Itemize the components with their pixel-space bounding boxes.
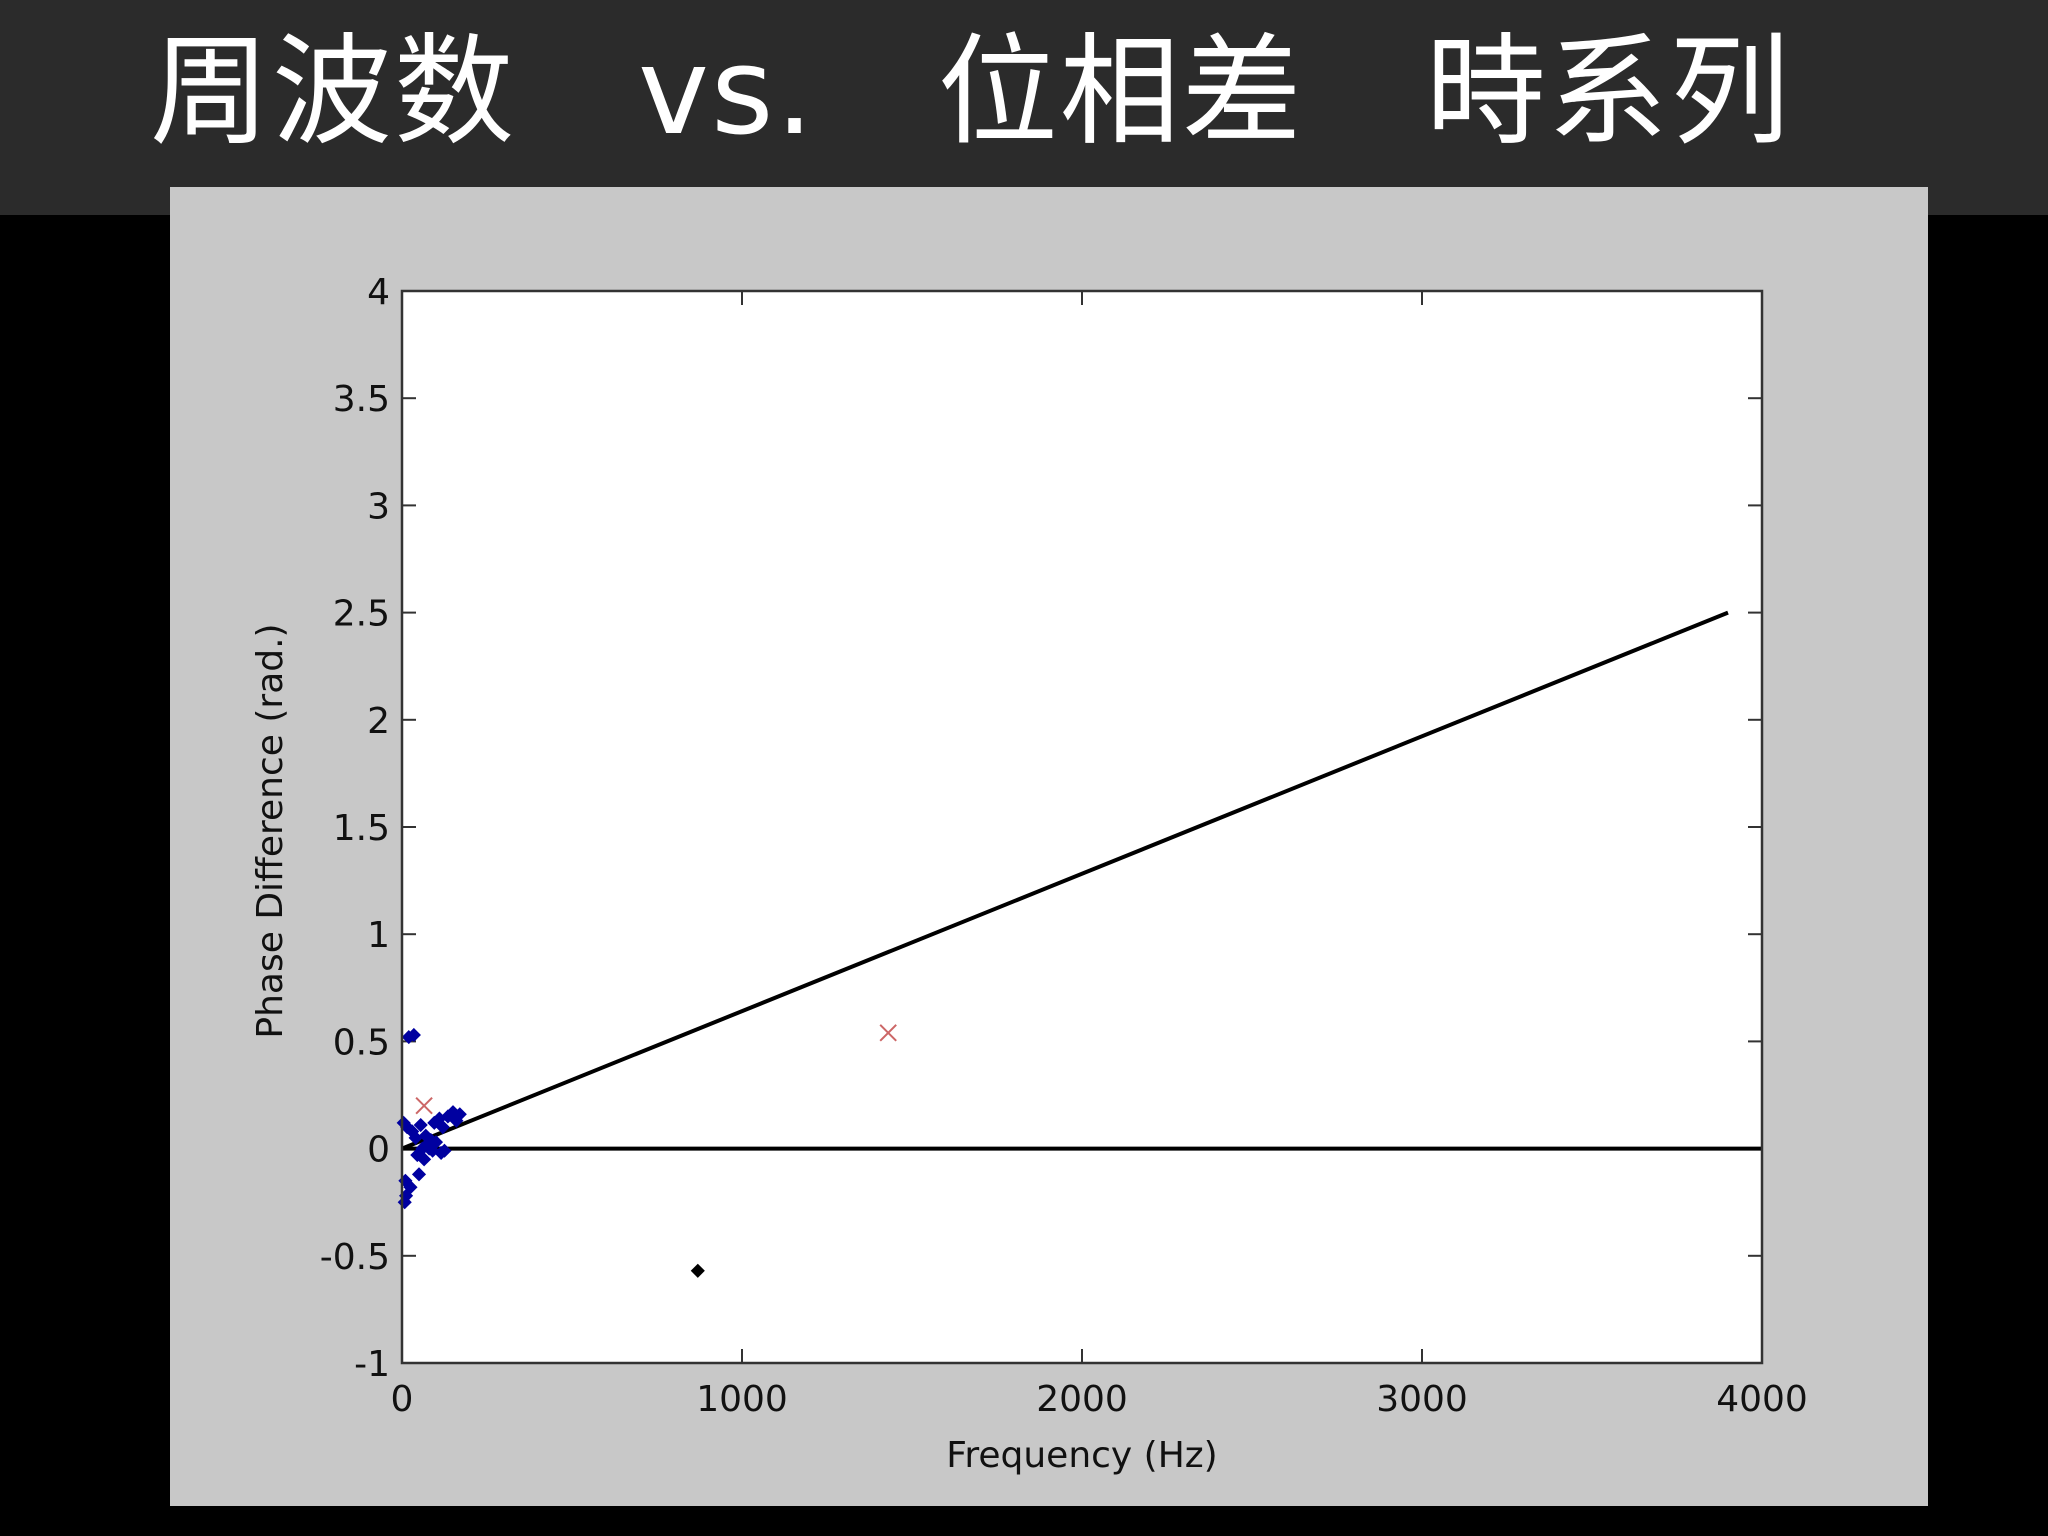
series-0-point-27 [411, 1167, 427, 1182]
x-axis-label: Frequency (Hz) [946, 1435, 1217, 1476]
y-tick-label-4: 1 [367, 915, 390, 956]
series-0-point-11 [435, 1120, 450, 1135]
x-tick-label-4: 4000 [1716, 1379, 1808, 1420]
y-tick-label-3: 0.5 [333, 1022, 390, 1063]
plot-area [402, 291, 1762, 1363]
y-tick-label-10: 4 [367, 272, 390, 313]
y-tick-label-6: 2 [367, 701, 390, 742]
series-0-point-6 [413, 1117, 428, 1133]
data-line-0 [401, 610, 1729, 1151]
series-0-point-21 [437, 1143, 452, 1158]
y-tick-label-9: 3.5 [333, 379, 390, 420]
y-tick-label-8: 3 [367, 486, 390, 527]
x-tick-label-0: 0 [391, 1379, 414, 1420]
phase-frequency-chart: 0 1000 2000 3000 4000 -1 -0.5 0 0.5 1 1.5 2 2.5 3 3.5 4… [250, 272, 1808, 1476]
series-0-point-1 [406, 1027, 421, 1043]
y-tick-label-7: 2.5 [333, 594, 390, 635]
series-0-point-15 [452, 1107, 467, 1122]
y-tick-label-2: 0 [367, 1130, 390, 1171]
y-axis-label: Phase Difference (rad.) [250, 623, 291, 1038]
series-0-point-28 [417, 1152, 432, 1167]
slide-title: 周波数 vs. 位相差 時系列 [150, 23, 1792, 162]
x-tick-label-3: 3000 [1376, 1379, 1468, 1420]
title-bar: 周波数 vs. 位相差 時系列 [0, 0, 2048, 215]
y-tick-label-1: -0.5 [320, 1237, 390, 1278]
plot-frame [400, 289, 1764, 1365]
series-2-point-0 [879, 1024, 897, 1042]
x-tick-label-1: 1000 [696, 1379, 788, 1420]
y-tick-label-0: -1 [354, 1344, 390, 1385]
series-0-point-26 [403, 1180, 418, 1195]
series-1-point-0 [690, 1263, 705, 1278]
x-tick-label-2: 2000 [1036, 1379, 1128, 1420]
y-tick-label-5: 1.5 [333, 808, 390, 849]
series-0-point-19 [428, 1135, 444, 1150]
series-0-point-29 [422, 1141, 437, 1156]
figure-panel: 0 1000 2000 3000 4000 -1 -0.5 0 0.5 1 1.5 2 2.5 3 3.5 4… [170, 187, 1928, 1506]
series-2-point-1 [415, 1097, 433, 1115]
